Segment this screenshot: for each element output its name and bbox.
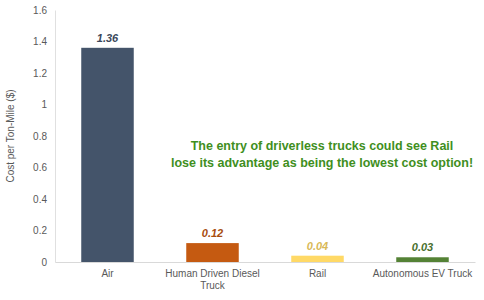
y-tick: 1 — [41, 99, 55, 110]
y-tick: 1.6 — [33, 5, 55, 16]
x-tick-label: Autonomous EV Truck — [373, 268, 473, 279]
y-tick: 0.6 — [33, 162, 55, 173]
y-tick: 1.4 — [33, 36, 55, 47]
y-tick: 0 — [41, 257, 55, 268]
y-axis: 0 0.2 0.4 0.6 0.8 1 1.2 1.4 1.6 — [33, 5, 55, 268]
y-tick: 0.8 — [33, 131, 55, 142]
x-tick-label-line: Air — [101, 268, 114, 279]
x-tick: Rail — [309, 262, 326, 279]
bar — [186, 243, 239, 262]
data-label: 0.04 — [307, 240, 328, 252]
y-tick: 1.2 — [33, 68, 55, 79]
y-axis-title: Cost per Ton-Mile ($) — [5, 89, 16, 182]
x-tick-label: Rail — [309, 268, 326, 279]
data-label: 0.12 — [202, 227, 223, 239]
y-tick: 0.4 — [33, 194, 55, 205]
bar — [81, 48, 134, 262]
annotation-line: The entry of driverless trucks could see… — [191, 139, 454, 153]
y-tick-label: 0.8 — [33, 131, 47, 142]
x-tick-label: Air — [101, 268, 114, 279]
bars — [81, 48, 449, 262]
bar — [291, 256, 344, 262]
x-tick: Autonomous EV Truck — [373, 262, 473, 279]
y-tick-label: 0 — [41, 257, 47, 268]
annotation-line: lose its advantage as being the lowest c… — [171, 156, 473, 170]
y-tick-label: 1.4 — [33, 36, 47, 47]
chart: 0 0.2 0.4 0.6 0.8 1 1.2 1.4 1.6 Cost per Ton-Mile… — [0, 0, 484, 300]
x-tick-label-line: Rail — [309, 268, 326, 279]
y-axis-line — [55, 11, 56, 263]
y-tick-label: 1.2 — [33, 68, 47, 79]
y-tick: 0.2 — [33, 225, 55, 236]
x-tick-label-line: Truck — [200, 280, 226, 291]
annotation: The entry of driverless trucks could see… — [171, 139, 473, 170]
x-tick: Human Driven DieselTruck — [165, 262, 259, 291]
data-label: 0.03 — [412, 241, 433, 253]
x-axis: Air Human Driven DieselTruck Rail Autonomou… — [56, 262, 476, 291]
x-tick-label-line: Human Driven Diesel — [165, 268, 259, 279]
data-label: 1.36 — [97, 32, 119, 44]
x-axis-line — [56, 262, 476, 263]
x-tick: Air — [101, 262, 114, 279]
y-tick-label: 1.6 — [33, 5, 47, 16]
x-tick-label-line: Autonomous EV Truck — [373, 268, 473, 279]
y-tick-label: 0.4 — [33, 194, 47, 205]
x-tick-label: Human Driven DieselTruck — [165, 268, 259, 291]
y-tick-label: 0.6 — [33, 162, 47, 173]
y-tick-label: 0.2 — [33, 225, 47, 236]
bar — [396, 257, 449, 262]
y-tick-label: 1 — [41, 99, 47, 110]
